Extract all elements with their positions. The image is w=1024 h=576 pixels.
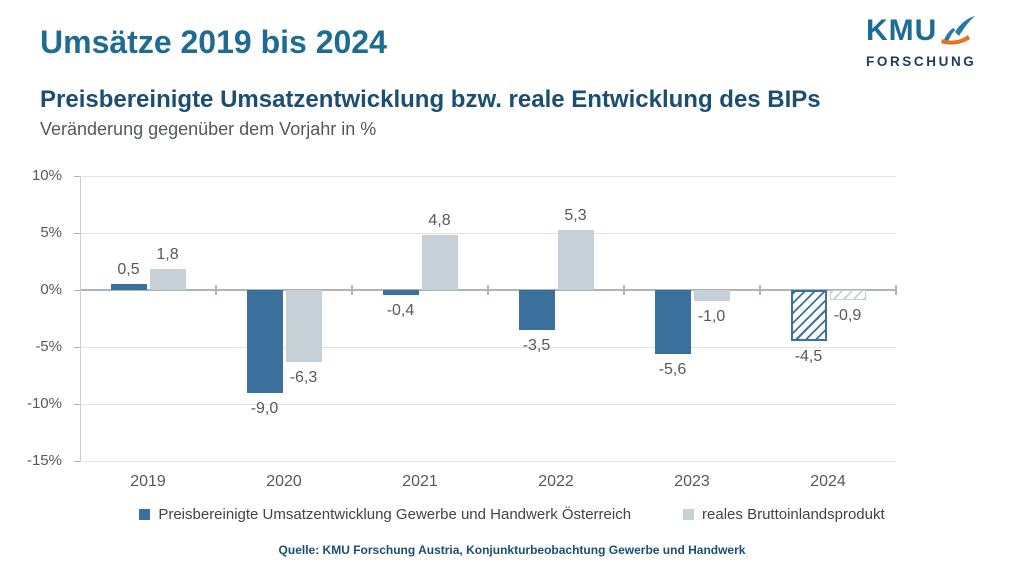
y-axis-tick bbox=[74, 460, 80, 462]
bar-value-label: -1,0 bbox=[697, 308, 726, 326]
y-tick-label: 0% bbox=[40, 281, 62, 298]
bar-chart: 10% 5% 0% -5% -10% -15% 0,5 1,8 2019 -9,0 -6,3 202… bbox=[27, 167, 897, 490]
x-axis-label: 2019 bbox=[130, 473, 166, 490]
bar-2019-series1 bbox=[110, 284, 147, 290]
x-axis-label: 2024 bbox=[810, 473, 846, 490]
kmu-forschung-logo: KMU FORSCHUNG bbox=[866, 16, 998, 69]
bar-2020-series1 bbox=[246, 290, 283, 393]
bar-value-label: 4,8 bbox=[428, 212, 451, 230]
y-tick-label: -15% bbox=[26, 452, 62, 469]
bar-value-label: -0,4 bbox=[386, 301, 415, 319]
x-axis-label: 2023 bbox=[674, 473, 710, 490]
bar-2019-series2 bbox=[149, 269, 186, 290]
bar-value-label: 0,5 bbox=[117, 261, 140, 279]
y-axis-tick bbox=[74, 289, 80, 291]
bar-2022-series2 bbox=[557, 229, 594, 290]
bar-value-label: 1,8 bbox=[156, 246, 179, 264]
x-axis-label: 2021 bbox=[402, 473, 438, 490]
y-axis-tick bbox=[74, 346, 80, 348]
bar-value-label: -3,5 bbox=[522, 336, 551, 354]
y-axis-line bbox=[80, 176, 81, 461]
source-note: Quelle: KMU Forschung Austria, Konjunktu… bbox=[278, 543, 746, 557]
page-title: Umsätze 2019 bis 2024 bbox=[40, 24, 387, 60]
logo-top-row: KMU bbox=[866, 16, 998, 51]
y-tick-label: 5% bbox=[40, 224, 62, 241]
legend-item-umsatz: Preisbereinigte Umsatzentwicklung Gewerb… bbox=[139, 506, 631, 523]
bar-value-label: -6,3 bbox=[289, 368, 318, 386]
bar-2024-series1 bbox=[790, 290, 827, 342]
category-tick bbox=[487, 285, 489, 295]
category-tick bbox=[895, 285, 897, 295]
bar-2022-series1 bbox=[518, 290, 555, 330]
logo-text-forschung: FORSCHUNG bbox=[866, 54, 977, 69]
chart-title: Preisbereinigte Umsatzentwicklung bzw. r… bbox=[40, 86, 821, 113]
y-axis-labels: 10% 5% 0% -5% -10% -15% bbox=[10, 167, 70, 469]
bar-value-label: -4,5 bbox=[794, 348, 823, 366]
category-tick bbox=[623, 285, 625, 295]
category-tick bbox=[759, 285, 761, 295]
gridline bbox=[80, 460, 896, 462]
legend-swatch-bip bbox=[683, 509, 695, 520]
bar-2023-series1 bbox=[654, 290, 691, 354]
y-tick-label: 10% bbox=[31, 167, 62, 184]
bar-value-label: -9,0 bbox=[250, 399, 279, 417]
gridline bbox=[80, 346, 896, 348]
bar-value-label: 5,3 bbox=[564, 206, 587, 224]
logo-swoosh-icon bbox=[940, 16, 976, 51]
gridline bbox=[80, 175, 896, 177]
gridline bbox=[80, 232, 896, 234]
bar-2024-series2 bbox=[829, 290, 866, 301]
legend-label-bip: reales Bruttoinlandsprodukt bbox=[702, 506, 885, 523]
category-tick bbox=[215, 285, 217, 295]
y-tick-label: -10% bbox=[26, 395, 62, 412]
legend-swatch-umsatz bbox=[139, 509, 151, 520]
legend-label-umsatz: Preisbereinigte Umsatzentwicklung Gewerb… bbox=[158, 506, 632, 523]
bar-value-label: -0,9 bbox=[833, 307, 862, 325]
chart-unit-label: Veränderung gegenüber dem Vorjahr in % bbox=[40, 119, 377, 139]
logo-text-kmu: KMU bbox=[866, 14, 938, 47]
gridline bbox=[80, 403, 896, 405]
bar-2023-series2 bbox=[693, 290, 730, 302]
bar-2021-series1 bbox=[382, 290, 419, 295]
x-axis-label: 2020 bbox=[266, 473, 302, 490]
chart-legend: Preisbereinigte Umsatzentwicklung Gewerb… bbox=[0, 506, 1024, 523]
category-tick bbox=[351, 285, 353, 295]
bar-2020-series2 bbox=[285, 290, 322, 362]
y-tick-label: -5% bbox=[35, 338, 62, 355]
x-axis-label: 2022 bbox=[538, 473, 574, 490]
bar-value-label: -5,6 bbox=[658, 360, 687, 378]
bar-2021-series2 bbox=[421, 235, 458, 290]
plot-area: 0,5 1,8 2019 -9,0 -6,3 2020 -0,4 4,8 2021 -3,5 5,3… bbox=[74, 175, 897, 490]
y-axis-tick bbox=[74, 232, 80, 234]
y-axis-tick bbox=[74, 175, 80, 177]
y-axis-tick bbox=[74, 403, 80, 405]
legend-item-bip: reales Bruttoinlandsprodukt bbox=[683, 506, 885, 523]
